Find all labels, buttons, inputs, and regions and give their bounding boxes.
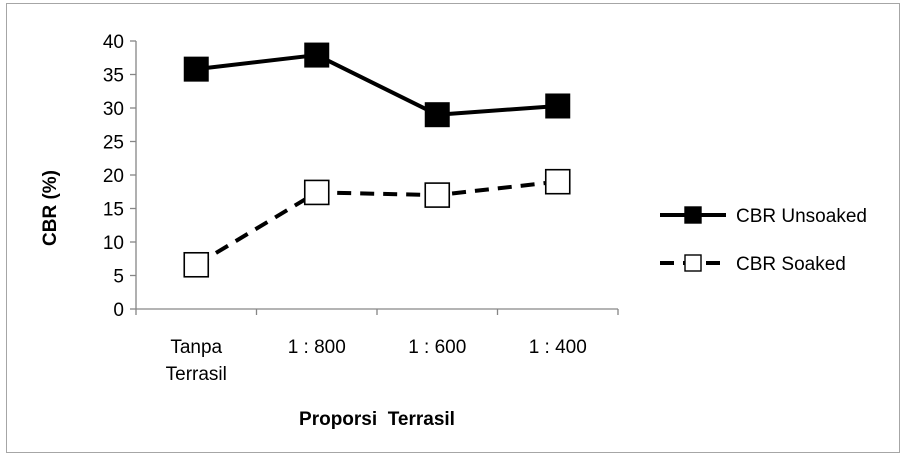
series-cbr-unsoaked (183, 42, 571, 128)
series-line (196, 53, 558, 117)
y-tick-label: 15 (103, 200, 124, 221)
series-cbr-soaked (183, 168, 571, 278)
x-tick-label: 1 : 600 (408, 337, 466, 358)
x-tick-label: 1 : 400 (529, 337, 587, 358)
y-tick-label: 30 (103, 99, 124, 120)
legend-label: CBR Unsoaked (736, 206, 867, 227)
y-tick-label: 0 (113, 300, 124, 321)
x-axis-title: Proporsi Terrasil (299, 409, 455, 430)
y-tick-label: 20 (103, 166, 124, 187)
legend-label: CBR Soaked (736, 254, 846, 275)
legend-marker-swatch (684, 206, 702, 224)
data-point (424, 182, 451, 208)
legend: CBR Unsoaked CBR Soaked (660, 206, 867, 275)
data-point (545, 93, 571, 119)
y-tick-label: 40 (103, 32, 124, 53)
x-axis: Tanpa Terrasil 1 : 800 1 : 600 1 : 400 (135, 308, 619, 385)
x-tick-label: Tanpa Terrasil (166, 337, 227, 385)
legend-entry: CBR Unsoaked (660, 206, 867, 227)
data-point (183, 251, 210, 278)
y-tick-label: 35 (103, 66, 124, 87)
legend-marker-swatch (684, 254, 702, 272)
data-point (424, 102, 450, 128)
chart-frame (6, 3, 900, 453)
y-axis-title: CBR (%) (40, 170, 61, 246)
data-point (304, 42, 330, 68)
series-layer (183, 42, 571, 278)
y-tick-label: 10 (103, 233, 124, 254)
y-tick-label: 5 (113, 267, 124, 288)
y-axis: 0 5 10 15 20 25 30 35 40 (103, 32, 137, 321)
x-tick-label: 1 : 800 (288, 337, 346, 358)
legend-entry: CBR Soaked (660, 254, 846, 275)
series-line (195, 179, 558, 267)
data-point (544, 168, 571, 195)
y-tick-label: 25 (103, 133, 124, 154)
data-point (303, 179, 330, 206)
data-point (183, 56, 209, 82)
